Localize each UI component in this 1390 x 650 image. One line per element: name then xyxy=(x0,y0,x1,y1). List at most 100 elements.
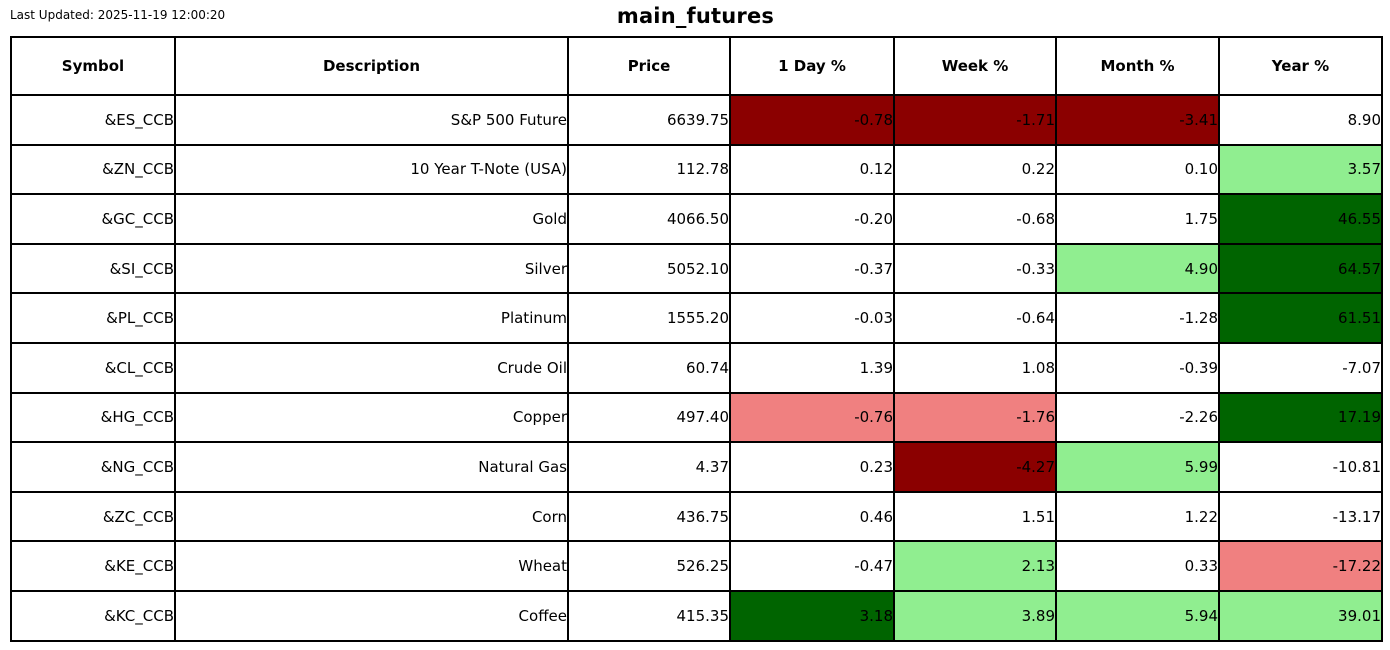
table-row: &CL_CCB Crude Oil 60.74 1.39 1.08 -0.39 -7.07 xyxy=(10,341,1383,394)
description-cell: Silver xyxy=(174,242,569,295)
symbol-cell: &NG_CCB xyxy=(10,441,176,493)
year-pct-cell: -7.07 xyxy=(1218,341,1383,394)
symbol-cell: &SI_CCB xyxy=(10,242,176,295)
day-pct-cell: -0.03 xyxy=(729,292,895,344)
description-cell: Coffee xyxy=(174,589,569,642)
day-pct-cell: 3.18 xyxy=(729,589,895,642)
month-pct-cell: 0.10 xyxy=(1055,143,1220,196)
column-header-symbol: Symbol xyxy=(10,36,176,96)
page-title: main_futures xyxy=(616,4,775,28)
year-pct-cell: 17.19 xyxy=(1218,391,1383,444)
day-pct-cell: 0.12 xyxy=(729,143,895,196)
table-row: &SI_CCB Silver 5052.10 -0.37 -0.33 4.90 64.57 xyxy=(10,242,1383,295)
column-header-month-pct: Month % xyxy=(1055,36,1220,96)
column-header-year-pct: Year % xyxy=(1218,36,1383,96)
week-pct-cell: -0.64 xyxy=(893,292,1057,344)
table-row: &KC_CCB Coffee 415.35 3.18 3.89 5.94 39.01 xyxy=(10,589,1383,642)
month-pct-cell: -2.26 xyxy=(1055,391,1220,444)
week-pct-cell: 0.22 xyxy=(893,143,1057,196)
table-row: &PL_CCB Platinum 1555.20 -0.03 -0.64 -1.28 61.… xyxy=(10,292,1383,344)
table-header: Symbol Description Price 1 Day % Week % … xyxy=(10,36,1383,96)
day-pct-cell: -0.76 xyxy=(729,391,895,444)
year-pct-cell: 39.01 xyxy=(1218,589,1383,642)
description-cell: Platinum xyxy=(174,292,569,344)
week-pct-cell: -1.71 xyxy=(893,94,1057,146)
table-row: &ZN_CCB 10 Year T-Note (USA) 112.78 0.12 0.2… xyxy=(10,143,1383,196)
price-cell: 5052.10 xyxy=(567,242,731,295)
description-cell: S&P 500 Future xyxy=(174,94,569,146)
week-pct-cell: -0.68 xyxy=(893,193,1057,245)
symbol-cell: &ES_CCB xyxy=(10,94,176,146)
symbol-cell: &KC_CCB xyxy=(10,589,176,642)
futures-table: Symbol Description Price 1 Day % Week % … xyxy=(10,36,1383,642)
year-pct-cell: 3.57 xyxy=(1218,143,1383,196)
table-row: &KE_CCB Wheat 526.25 -0.47 2.13 0.33 -17.22 xyxy=(10,540,1383,592)
description-cell: Corn xyxy=(174,490,569,543)
week-pct-cell: 3.89 xyxy=(893,589,1057,642)
month-pct-cell: 0.33 xyxy=(1055,540,1220,592)
week-pct-cell: -1.76 xyxy=(893,391,1057,444)
day-pct-cell: -0.47 xyxy=(729,540,895,592)
description-cell: Copper xyxy=(174,391,569,444)
price-cell: 6639.75 xyxy=(567,94,731,146)
column-header-week-pct: Week % xyxy=(893,36,1057,96)
year-pct-cell: 64.57 xyxy=(1218,242,1383,295)
week-pct-cell: -0.33 xyxy=(893,242,1057,295)
day-pct-cell: 0.23 xyxy=(729,441,895,493)
symbol-cell: &HG_CCB xyxy=(10,391,176,444)
column-header-description: Description xyxy=(174,36,569,96)
year-pct-cell: -13.17 xyxy=(1218,490,1383,543)
week-pct-cell: 1.51 xyxy=(893,490,1057,543)
table-row: &NG_CCB Natural Gas 4.37 0.23 -4.27 5.99 -10.8… xyxy=(10,441,1383,493)
year-pct-cell: 46.55 xyxy=(1218,193,1383,245)
symbol-cell: &ZC_CCB xyxy=(10,490,176,543)
description-cell: Natural Gas xyxy=(174,441,569,493)
year-pct-cell: 61.51 xyxy=(1218,292,1383,344)
price-cell: 436.75 xyxy=(567,490,731,543)
day-pct-cell: -0.78 xyxy=(729,94,895,146)
price-cell: 526.25 xyxy=(567,540,731,592)
day-pct-cell: 0.46 xyxy=(729,490,895,543)
description-cell: Wheat xyxy=(174,540,569,592)
month-pct-cell: -3.41 xyxy=(1055,94,1220,146)
column-header-day-pct: 1 Day % xyxy=(729,36,895,96)
symbol-cell: &CL_CCB xyxy=(10,341,176,394)
day-pct-cell: 1.39 xyxy=(729,341,895,394)
description-cell: Gold xyxy=(174,193,569,245)
price-cell: 415.35 xyxy=(567,589,731,642)
month-pct-cell: 5.94 xyxy=(1055,589,1220,642)
table-row: &GC_CCB Gold 4066.50 -0.20 -0.68 1.75 46.55 xyxy=(10,193,1383,245)
description-cell: 10 Year T-Note (USA) xyxy=(174,143,569,196)
table-row: &ZC_CCB Corn 436.75 0.46 1.51 1.22 -13.17 xyxy=(10,490,1383,543)
price-cell: 60.74 xyxy=(567,341,731,394)
day-pct-cell: -0.37 xyxy=(729,242,895,295)
year-pct-cell: 8.90 xyxy=(1218,94,1383,146)
month-pct-cell: 5.99 xyxy=(1055,441,1220,493)
week-pct-cell: -4.27 xyxy=(893,441,1057,493)
symbol-cell: &PL_CCB xyxy=(10,292,176,344)
price-cell: 112.78 xyxy=(567,143,731,196)
symbol-cell: &KE_CCB xyxy=(10,540,176,592)
month-pct-cell: 1.75 xyxy=(1055,193,1220,245)
week-pct-cell: 1.08 xyxy=(893,341,1057,394)
last-updated-text: Last Updated: 2025-11-19 12:00:20 xyxy=(10,8,226,22)
column-header-price: Price xyxy=(567,36,731,96)
year-pct-cell: -10.81 xyxy=(1218,441,1383,493)
table-body: &ES_CCB S&P 500 Future 6639.75 -0.78 -1.71 -3… xyxy=(10,94,1383,642)
month-pct-cell: 4.90 xyxy=(1055,242,1220,295)
week-pct-cell: 2.13 xyxy=(893,540,1057,592)
month-pct-cell: -1.28 xyxy=(1055,292,1220,344)
day-pct-cell: -0.20 xyxy=(729,193,895,245)
price-cell: 4066.50 xyxy=(567,193,731,245)
year-pct-cell: -17.22 xyxy=(1218,540,1383,592)
month-pct-cell: 1.22 xyxy=(1055,490,1220,543)
description-cell: Crude Oil xyxy=(174,341,569,394)
price-cell: 497.40 xyxy=(567,391,731,444)
table-row: &ES_CCB S&P 500 Future 6639.75 -0.78 -1.71 -3… xyxy=(10,94,1383,146)
price-cell: 4.37 xyxy=(567,441,731,493)
month-pct-cell: -0.39 xyxy=(1055,341,1220,394)
symbol-cell: &ZN_CCB xyxy=(10,143,176,196)
price-cell: 1555.20 xyxy=(567,292,731,344)
symbol-cell: &GC_CCB xyxy=(10,193,176,245)
header-row: Symbol Description Price 1 Day % Week % … xyxy=(10,36,1383,96)
